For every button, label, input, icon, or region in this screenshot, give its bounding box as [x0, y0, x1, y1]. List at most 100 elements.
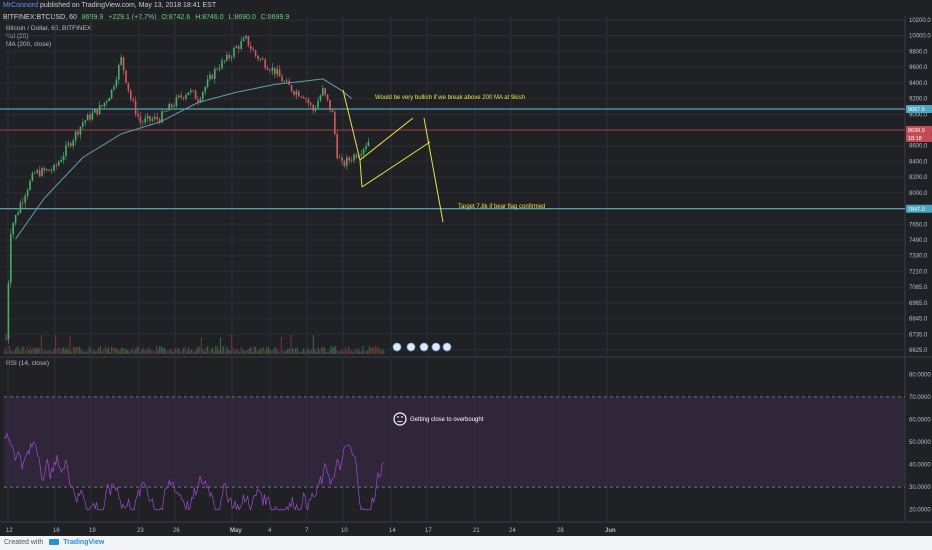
volume-bar: [248, 347, 250, 354]
candle-body: [305, 98, 307, 100]
author-link[interactable]: MrConnord: [3, 2, 39, 9]
last-price: 8699.9: [81, 14, 104, 21]
volume-bar: [103, 348, 105, 354]
volume-bar: [63, 347, 65, 354]
y-tick-label: 7330.0: [909, 254, 928, 260]
volume-bar: [292, 348, 293, 354]
candle-body: [331, 110, 334, 113]
candle-body: [240, 41, 242, 49]
candle-body: [103, 102, 106, 107]
candle-body: [127, 82, 130, 91]
rsi-label[interactable]: RSI (14, close): [6, 360, 49, 367]
ma-annotation: Would be very bullish if we break above …: [375, 95, 525, 101]
event-icon: [431, 342, 441, 352]
volume-bar: [220, 337, 221, 354]
candle-body: [250, 45, 252, 49]
volume-bar: [140, 351, 141, 354]
ohlc-high: H:8746.0: [195, 14, 224, 21]
chart-canvas[interactable]: 10200.0 10000.0 9800.0 9600.0 9400.0 9200.0 90…: [0, 0, 932, 536]
event-icon: [419, 342, 429, 352]
volume-bar: [344, 347, 346, 354]
event-icon: [406, 342, 416, 352]
volume-bar: [189, 349, 191, 354]
candle-body: [31, 173, 34, 181]
volume-bar: [64, 349, 66, 354]
volume-bar: [231, 334, 233, 354]
candle-body: [67, 143, 70, 146]
volume-bar: [124, 348, 125, 354]
ma-label[interactable]: MA (200, close): [6, 41, 52, 48]
volume-bar: [122, 347, 124, 354]
volume-bar: [260, 348, 261, 354]
volume-bar: [156, 346, 157, 354]
candle-body: [362, 149, 365, 155]
candle-body: [182, 97, 185, 99]
volume-bar: [250, 347, 252, 354]
candle-body: [110, 89, 113, 99]
volume-bar: [109, 351, 111, 354]
candle-body: [43, 168, 46, 171]
rsi-tick-label: 20.0000: [909, 508, 931, 514]
rsi-band: [4, 396, 905, 488]
volume-bar: [16, 346, 18, 354]
flag-lower-line: [361, 141, 431, 188]
candle-body: [101, 105, 103, 107]
y-tick-label: 8600.0: [909, 144, 928, 150]
candle-body: [17, 213, 19, 215]
candle-body: [12, 223, 14, 235]
volume-bar: [125, 348, 127, 354]
candle-body: [341, 157, 343, 161]
volume-bar: [4, 351, 5, 354]
y-tick-label: 7490.0: [909, 238, 928, 244]
candle-body: [238, 46, 240, 49]
volume-bar: [284, 350, 285, 354]
candle-body: [142, 122, 144, 124]
volume-bar: [56, 348, 58, 354]
volume-bar: [183, 347, 185, 354]
candle-body: [161, 111, 163, 123]
candle-body: [314, 107, 317, 111]
y-tick-label: 6625.0: [909, 348, 928, 354]
volume-bar: [74, 347, 76, 354]
candle-body: [317, 100, 319, 108]
vol-label[interactable]: Vol (20): [6, 33, 29, 40]
candle-body: [338, 157, 341, 159]
volume-bar: [90, 347, 92, 354]
event-icon: [442, 342, 452, 352]
footer-brand[interactable]: TradingView: [63, 539, 105, 546]
pair-label[interactable]: Bitcoin / Dollar, 60, BITFINEX: [6, 25, 92, 32]
smiley-eye-left: [397, 416, 399, 418]
volume-bar: [60, 349, 61, 354]
candle-body: [91, 112, 94, 120]
volume-bar: [224, 351, 226, 354]
volume-bar: [239, 351, 241, 354]
y-tick-label: 9000.0: [909, 112, 928, 118]
volume-bar: [234, 351, 236, 354]
volume-bar: [223, 346, 225, 354]
candle-body: [89, 114, 91, 120]
candle-body: [350, 160, 353, 161]
candle-body: [50, 170, 53, 172]
volume-bar: [319, 350, 321, 354]
candle-body: [278, 69, 281, 77]
y-tick-label: 9600.0: [909, 65, 928, 71]
lower-price-badge: 7847.0: [908, 207, 925, 213]
volume-bar: [216, 346, 218, 354]
candle-body: [310, 102, 312, 105]
volume-bar: [253, 346, 255, 354]
current-time-badge: 18:18: [908, 136, 922, 142]
volume-bar: [264, 349, 266, 354]
volume-bar: [44, 351, 45, 354]
volume-bar: [226, 347, 228, 354]
candle-body: [334, 112, 336, 134]
volume-bar: [96, 349, 98, 354]
volume-bar: [34, 347, 36, 354]
y-tick-label: 6845.0: [909, 317, 928, 323]
volume-bar: [66, 347, 68, 354]
candle-body: [353, 154, 355, 161]
volume-bar: [98, 346, 100, 354]
candle-body: [326, 94, 329, 101]
target-projection-line: [423, 117, 444, 223]
volume-bar: [114, 347, 116, 354]
volume-bar: [383, 350, 385, 354]
